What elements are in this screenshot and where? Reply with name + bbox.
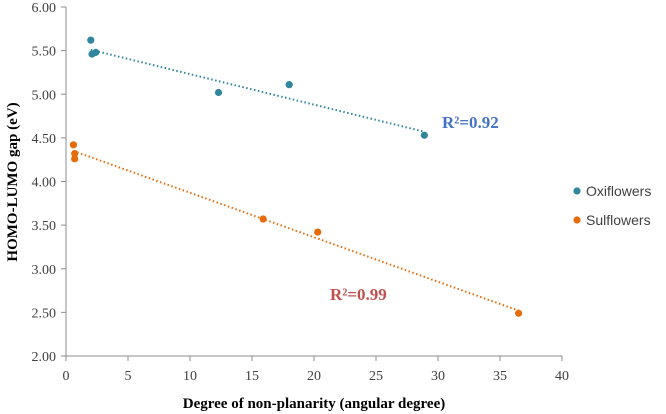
trendlines (73, 48, 519, 312)
oxiflowers-r2-label: R²=0.92 (442, 113, 499, 132)
r-squared-annotations: R²=0.92 R²=0.99 (330, 113, 499, 304)
y-tick-label: 3.00 (32, 263, 57, 278)
oxiflowers-point (92, 48, 100, 56)
sulflowers-point (71, 155, 79, 163)
sulflowers-point (515, 309, 523, 317)
x-tick-label: 10 (183, 369, 197, 384)
oxiflowers-point (285, 81, 293, 89)
sulflowers-point (259, 215, 267, 223)
sulflowers-legend-label: Sulflowers (586, 212, 651, 228)
y-tick-label: 2.00 (32, 350, 57, 365)
x-tick-label: 30 (431, 369, 445, 384)
sulflowers-point (71, 149, 79, 158)
oxiflowers-point (87, 36, 95, 44)
x-tick-label: 0 (63, 369, 70, 384)
x-tick-label: 35 (493, 369, 507, 384)
y-tick-label: 4.50 (32, 132, 57, 147)
x-tick-labels: 0 5 10 15 20 25 30 35 40 (63, 356, 569, 384)
sulflowers-point (69, 141, 78, 149)
y-tick-label: 4.00 (32, 176, 57, 191)
x-tick-label: 5 (125, 369, 132, 384)
oxiflowers-legend-label: Oxiflowers (586, 183, 651, 199)
y-tick-label: 5.50 (32, 45, 57, 60)
sulflowers-r2-label: R²=0.99 (330, 285, 387, 304)
y-tick-label: 5.00 (32, 88, 57, 103)
y-tick-label: 6.00 (32, 1, 57, 16)
oxiflowers-point (214, 88, 223, 97)
axes (65, 7, 562, 357)
y-tick-label: 3.50 (32, 219, 57, 234)
y-tick-labels: 2.00 2.50 3.00 3.50 4.00 4.50 5.00 5.50 6.00 (32, 1, 66, 365)
oxiflowers-point (420, 131, 428, 139)
y-axis-title: HOMO-LUMO gap (eV) (5, 102, 21, 261)
sulflowers-legend-marker (573, 216, 581, 224)
x-tick-label: 40 (555, 369, 569, 384)
y-tick-label: 2.50 (32, 306, 57, 321)
sulflowers-point (314, 228, 322, 236)
x-tick-label: 20 (307, 369, 321, 384)
sulflowers-trendline (73, 150, 519, 312)
x-tick-label: 25 (369, 369, 383, 384)
oxiflowers-legend-marker (573, 187, 581, 195)
oxiflowers-trendline (90, 48, 425, 133)
x-tick-label: 15 (245, 369, 259, 384)
data-points (69, 36, 523, 317)
legend: Oxiflowers Sulflowers (573, 183, 651, 228)
x-axis-title: Degree of non-planarity (angular degree) (183, 396, 445, 412)
